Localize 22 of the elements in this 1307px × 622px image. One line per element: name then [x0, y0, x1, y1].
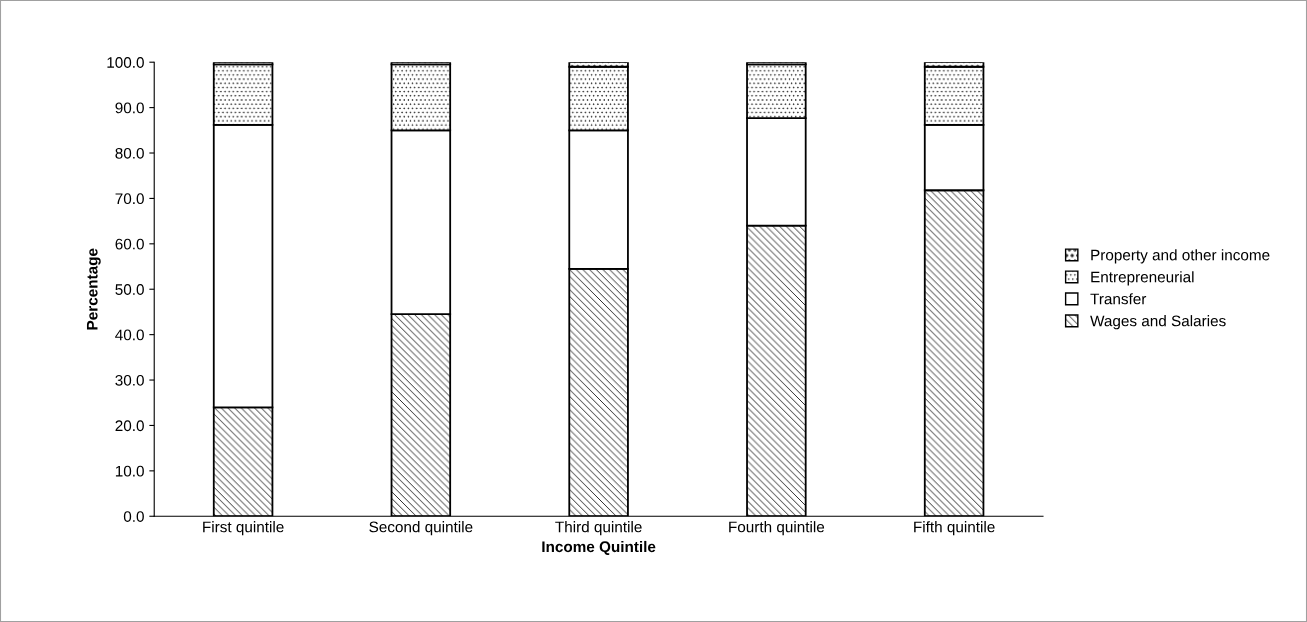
y-tick-label: 60.0: [115, 238, 144, 250]
x-tick-label: Fourth quintile: [729, 521, 825, 536]
y-tick-label: 80.0: [115, 147, 144, 159]
y-tick-label: 20.0: [115, 420, 144, 432]
y-tick-label: 90.0: [115, 102, 144, 114]
legend-label: Entrepreneurial: [1091, 271, 1194, 286]
y-tick-label: 100.0: [107, 57, 144, 68]
y-axis-title: Percentage: [86, 248, 101, 330]
legend-label: Wages and Salaries: [1090, 315, 1226, 330]
y-tick-label: 50.0: [115, 284, 144, 295]
x-tick-label: Second quintile: [369, 521, 473, 536]
y-tick-label: 0.0: [123, 511, 144, 522]
x-tick-label: First quintile: [203, 521, 284, 536]
y-tick-label: 70.0: [115, 193, 144, 205]
y-tick-label: 30.0: [115, 374, 144, 386]
y-tick-label: 10.0: [115, 465, 144, 477]
x-axis-title: Income Quintile: [542, 540, 656, 555]
legend-label: Property and other income: [1091, 249, 1270, 264]
x-tick-label: Fifth quintile: [914, 521, 995, 536]
y-tick-label: 40.0: [115, 329, 144, 341]
x-tick-label: Third quintile: [555, 521, 642, 536]
legend-label: Transfer: [1090, 293, 1147, 305]
